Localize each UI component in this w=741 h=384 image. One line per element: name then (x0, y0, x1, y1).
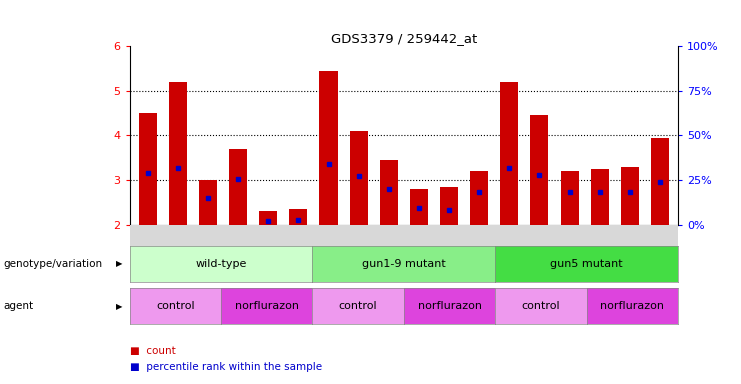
Text: ■  count: ■ count (130, 346, 176, 356)
Bar (651, 137, 669, 225)
Text: ▶: ▶ (116, 302, 122, 311)
Bar (560, 171, 579, 225)
Bar (229, 149, 247, 225)
Text: gun5 mutant: gun5 mutant (551, 259, 623, 269)
Bar (531, 115, 548, 225)
Text: agent: agent (4, 301, 34, 311)
Bar (350, 131, 368, 225)
Bar (199, 180, 217, 225)
Bar (500, 82, 519, 225)
Text: control: control (522, 301, 560, 311)
Bar (259, 211, 277, 225)
Text: wild-type: wild-type (196, 259, 247, 269)
Text: norflurazon: norflurazon (235, 301, 299, 311)
Bar (470, 171, 488, 225)
Text: ■  percentile rank within the sample: ■ percentile rank within the sample (130, 362, 322, 372)
Text: ▶: ▶ (116, 260, 122, 268)
Text: norflurazon: norflurazon (417, 301, 482, 311)
Bar (169, 82, 187, 225)
Text: genotype/variation: genotype/variation (4, 259, 103, 269)
Bar (440, 187, 458, 225)
Text: gun1-9 mutant: gun1-9 mutant (362, 259, 446, 269)
Bar (139, 113, 157, 225)
Bar (621, 167, 639, 225)
Bar (319, 71, 338, 225)
Bar (410, 189, 428, 225)
Text: norflurazon: norflurazon (600, 301, 665, 311)
Title: GDS3379 / 259442_at: GDS3379 / 259442_at (330, 32, 477, 45)
Text: control: control (339, 301, 377, 311)
Text: control: control (156, 301, 195, 311)
Bar (591, 169, 608, 225)
Bar (379, 160, 398, 225)
Bar (289, 209, 308, 225)
